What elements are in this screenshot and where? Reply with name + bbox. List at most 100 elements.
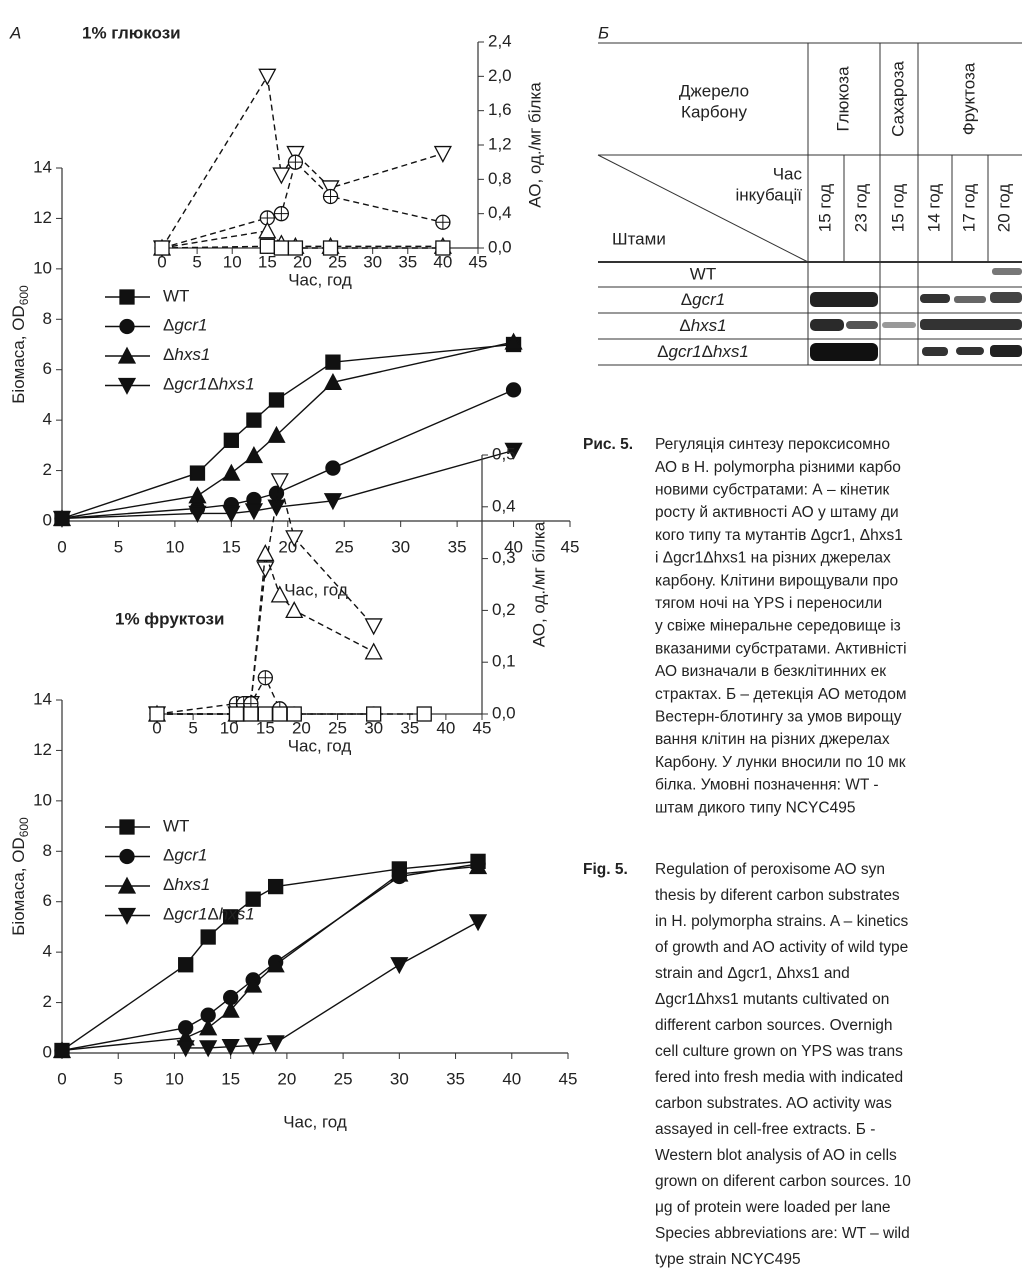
x-tick-label: 40 <box>436 718 455 737</box>
legend-marker <box>120 850 134 864</box>
x-tick-label: 10 <box>165 537 184 556</box>
y-tick-label: 10 <box>33 790 52 809</box>
marker <box>190 466 204 480</box>
marker <box>326 461 340 475</box>
series-line <box>62 345 514 519</box>
marker <box>155 241 169 255</box>
group-label: Сахароза <box>888 61 907 137</box>
x-tick-label: 25 <box>334 1069 353 1088</box>
y-tick-label: 0 <box>43 1042 52 1061</box>
legend-label: Δgcr1 <box>163 316 207 335</box>
y-tick-label: 2,4 <box>488 31 512 50</box>
marker <box>273 707 287 721</box>
caption-line: карбону. Клітини вирощували про <box>655 572 898 589</box>
marker <box>229 707 243 721</box>
caption-line: μg of protein were loaded per lane <box>655 1199 891 1216</box>
caption-line: Δgcr1Δhxs1 mutants cultivated on <box>655 991 889 1008</box>
x-tick-label: 0 <box>57 537 66 556</box>
time-label: 17 год <box>959 184 978 233</box>
panel-label: Б <box>598 23 609 42</box>
caption-line: у свіже мінеральне середовище із <box>655 618 901 635</box>
caption-label: Fig. 5. <box>583 861 628 878</box>
x-tick-label: 0 <box>57 1069 66 1088</box>
series-line <box>162 162 443 248</box>
marker <box>274 241 288 255</box>
legend-label: Δhxs1 <box>163 875 210 894</box>
legend-label: Δgcr1 <box>163 846 207 865</box>
x-tick-label: 10 <box>223 252 242 271</box>
marker <box>257 545 273 560</box>
legend-label: WT <box>163 816 189 835</box>
x-tick-label: 35 <box>398 252 417 271</box>
marker <box>200 1020 216 1035</box>
marker <box>367 707 381 721</box>
y-axis-label: АО, од./мг білка <box>525 82 544 208</box>
y-axis-label-subscript: 600 <box>17 285 31 305</box>
y-tick-label: 8 <box>43 841 52 860</box>
marker <box>259 223 275 238</box>
panel-label: А <box>9 23 21 42</box>
caption-label: Рис. 5. <box>583 436 633 453</box>
x-tick-label: 35 <box>400 718 419 737</box>
marker <box>391 958 407 973</box>
table-text: Джерело Карбону Час інкубації Штами Глюк… <box>612 61 1013 362</box>
y-tick-label: 4 <box>43 942 52 961</box>
marker <box>366 644 382 659</box>
marker <box>223 465 239 480</box>
legend-marker <box>120 820 134 834</box>
marker <box>269 393 283 407</box>
caption-line: Вестерн-блотингу за умов вирощу <box>655 708 902 725</box>
caption-line: in H. polymorpha strains. A – kinetics <box>655 913 909 930</box>
y-tick-label: 10 <box>33 258 52 277</box>
x-tick-label: 5 <box>113 1069 122 1088</box>
x-tick-label: 45 <box>473 718 492 737</box>
marker <box>366 619 382 634</box>
row-header: Карбону <box>681 102 747 121</box>
y-tick-label: 0,5 <box>492 444 516 463</box>
marker <box>258 707 272 721</box>
x-tick-label: 5 <box>192 252 201 271</box>
x-tick-label: 30 <box>391 537 410 556</box>
x-axis-label: Час, год <box>283 1112 347 1131</box>
strain-label: Δgcr1Δhxs1 <box>657 342 749 361</box>
y-tick-label: 6 <box>43 359 52 378</box>
series-line <box>186 922 478 1048</box>
table-grid <box>598 43 1022 365</box>
figure: А Б Джерело Карбону Час ін <box>0 0 1022 1284</box>
time-label: 15 год <box>815 184 834 233</box>
caption-line: strain and Δgcr1, Δhxs1 and <box>655 965 850 982</box>
page: { "panel_labels": ["А", "Б"], "chart_dat… <box>0 0 1022 1284</box>
group-label: Глюкоза <box>833 66 852 132</box>
x-tick-label: 35 <box>448 537 467 556</box>
strain-label: WT <box>690 264 716 283</box>
caption-line: новими субстратами: А – кінетик <box>655 481 890 498</box>
time-label: 15 год <box>888 184 907 233</box>
caption-line: тягом ночі на YPS і переносили <box>655 595 882 612</box>
legend-marker <box>120 320 134 334</box>
caption-line: вання клітин на різних джерелах <box>655 731 890 748</box>
time-label: 14 год <box>924 184 943 233</box>
y-tick-label: 0,4 <box>488 203 512 222</box>
marker <box>260 239 274 253</box>
caption-line: АО визначали в безклітинних ек <box>655 663 886 680</box>
series-line <box>62 342 514 519</box>
x-tick-label: 5 <box>188 718 197 737</box>
y-tick-label: 4 <box>43 410 52 429</box>
caption-line: Регуляція синтезу пероксисомно <box>655 436 890 453</box>
x-tick-label: 5 <box>114 537 123 556</box>
x-tick-label: 15 <box>221 1069 240 1088</box>
legend-label: Δgcr1Δhxs1 <box>163 905 255 924</box>
x-tick-label: 15 <box>222 537 241 556</box>
x-tick-label: 45 <box>469 252 488 271</box>
marker <box>150 707 164 721</box>
x-tick-label: 30 <box>390 1069 409 1088</box>
y-tick-label: 12 <box>33 208 52 227</box>
marker <box>259 69 275 84</box>
caption-line: carbon substrates. AO activity was <box>655 1095 892 1112</box>
marker <box>224 433 238 447</box>
marker <box>326 355 340 369</box>
marker <box>201 930 215 944</box>
y-axis-label-text: Біомаса, OD <box>9 305 28 403</box>
legend-marker <box>120 290 134 304</box>
y-tick-label: 12 <box>33 740 52 759</box>
